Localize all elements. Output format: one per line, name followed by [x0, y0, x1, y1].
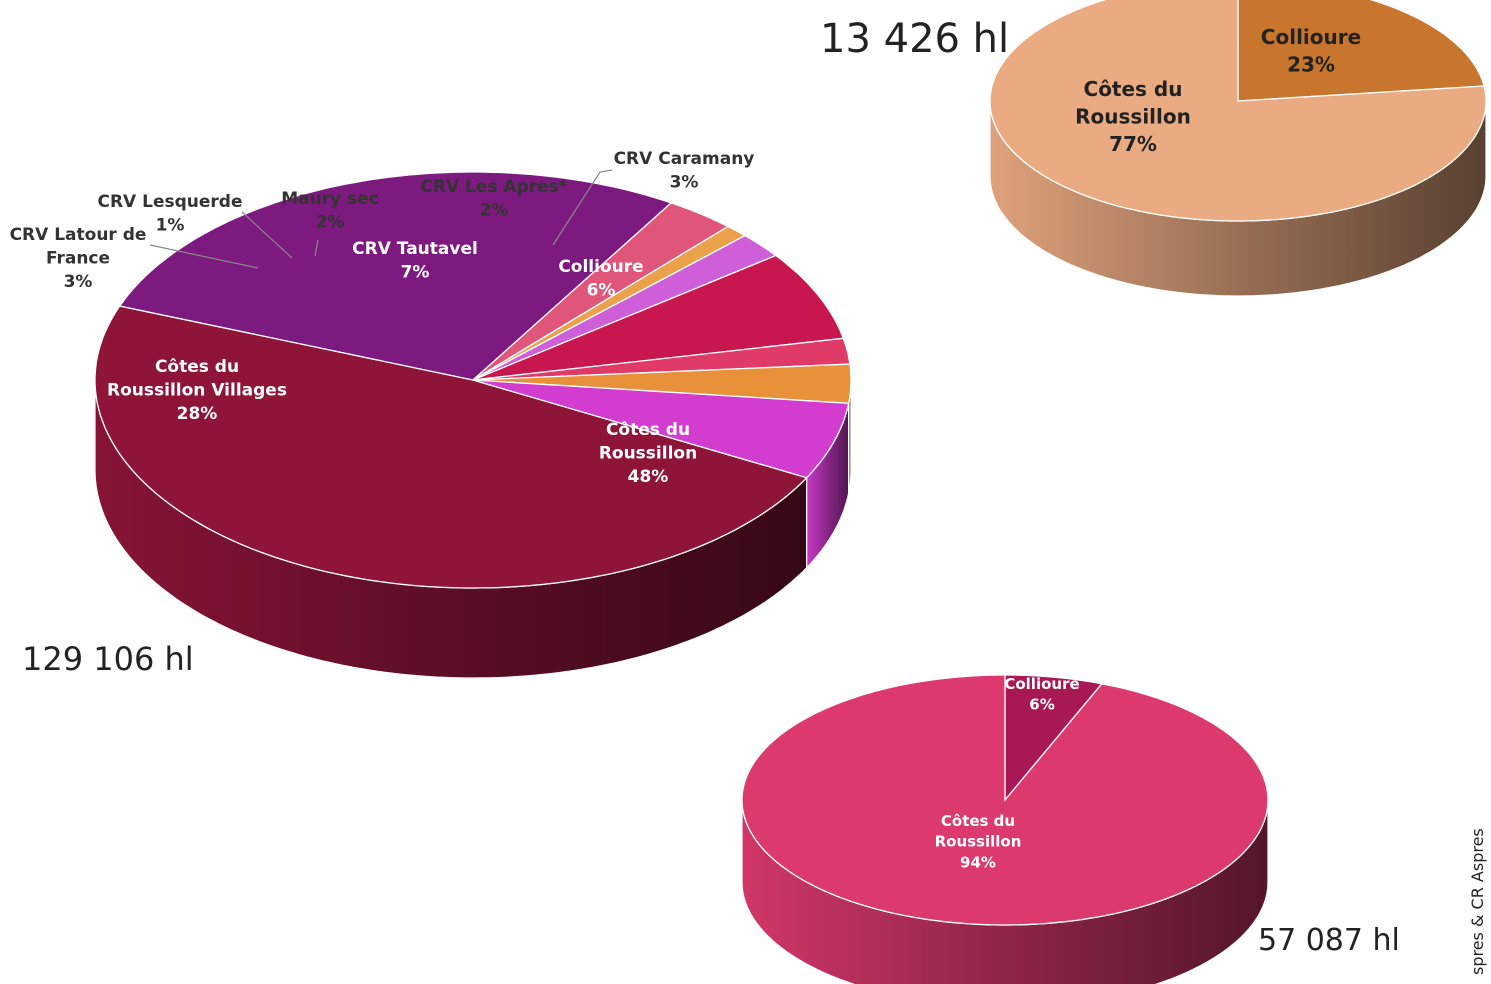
- data-label-4: Maury sec 2%: [281, 189, 379, 232]
- data-label-7: CRV Caramany 3%: [614, 149, 755, 192]
- pie-slice-crv-tautavel: [472, 254, 845, 381]
- leader-line: [149, 244, 259, 269]
- pie-slice-crv-latour-de-france: [472, 202, 730, 381]
- data-label-8: Collioure 6%: [558, 257, 643, 300]
- pie-slice-c-tes-du-roussillon-villages: [118, 171, 673, 381]
- pie-labels: Collioure 23% Côtes du Roussillon 77%: [1075, 25, 1361, 156]
- pie-top-faces: [741, 674, 1269, 926]
- data-label-3: CRV Lesquerde 1%: [97, 192, 242, 235]
- leader-line: [314, 239, 319, 257]
- data-label-1: Côtes du Roussillon 94%: [935, 812, 1022, 871]
- pie-slice-c-tes-du-roussillon: [94, 305, 808, 589]
- data-label-0: Collioure 23%: [1261, 25, 1361, 77]
- pie-slice-crv-les-apres-: [472, 337, 851, 381]
- pie-slice-c-tes-du-roussillon: [741, 674, 1269, 926]
- data-label-1: Côtes du Roussillon 77%: [1075, 77, 1191, 156]
- pie-slice-collioure: [472, 379, 850, 479]
- total-label-rose: 57 087 hl: [1258, 923, 1400, 958]
- pie-slice-c-tes-du-roussillon: [989, 0, 1487, 222]
- total-label-red: 129 106 hl: [22, 640, 194, 678]
- data-label-2: CRV Latour de France 3%: [10, 225, 147, 292]
- data-label-5: CRV Tautavel 7%: [352, 239, 478, 282]
- pie-top-faces: [94, 171, 852, 589]
- pie-chart-rose-wine: Collioure 6% Côtes du Roussillon 94%: [741, 674, 1269, 984]
- data-label-6: CRV Les Apres* 2%: [420, 177, 567, 220]
- pie-labels: Collioure 6% Côtes du Roussillon 94%: [935, 675, 1080, 871]
- pie-slice-collioure: [1237, 0, 1485, 102]
- source-note: spres & CR Aspres: [1468, 828, 1487, 975]
- leader-line: [552, 169, 613, 246]
- pie-labels: Côtes du Roussillon 48% Côtes du Roussillon …: [10, 149, 755, 487]
- data-label-0: Collioure 6%: [1004, 675, 1079, 714]
- leader-line: [241, 211, 293, 259]
- pie-slice-maury-sec: [472, 234, 778, 381]
- data-label-1: Côtes du Roussillon Villages 28%: [107, 357, 287, 424]
- pie-slice-collioure: [1004, 674, 1104, 802]
- data-label-0: Côtes du Roussillon 48%: [599, 420, 697, 487]
- total-label-white: 13 426 hl: [820, 16, 1009, 62]
- pie-chart-red-wine: Côtes du Roussillon 48% Côtes du Roussillon …: [10, 149, 852, 679]
- pie-top-faces: [989, 0, 1487, 222]
- pie-slice-crv-caramany: [472, 363, 852, 404]
- pie-chart-white-wine: Collioure 23% Côtes du Roussillon 77%: [989, 0, 1487, 297]
